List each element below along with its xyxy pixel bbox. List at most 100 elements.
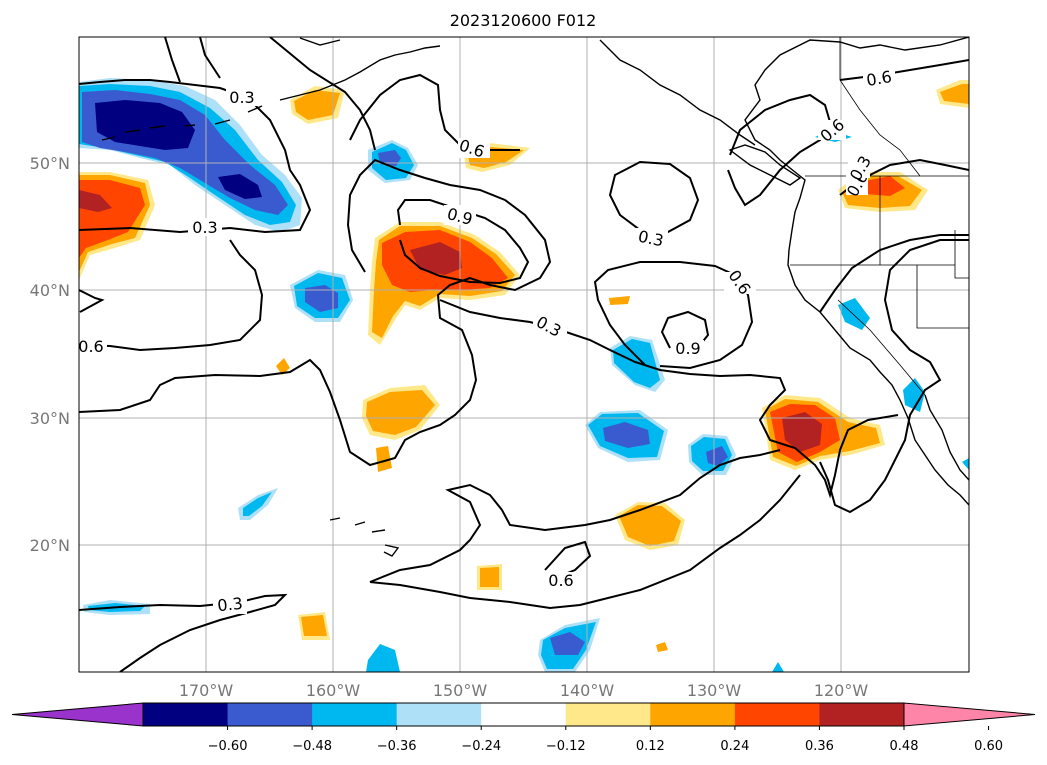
contour-0p6-arc [269, 37, 376, 151]
colorbar-tick-label: −0.12 [546, 739, 586, 754]
pos-region-26n-155w [376, 446, 392, 472]
baja-coast [924, 394, 969, 481]
pos-region-57n-112w-2 [940, 84, 969, 104]
contour-label: 0.6 [78, 337, 103, 356]
map-panel: 0.3 0.3 0.6 0.9 0.6 0.6 0.3 0.6 0.3 0.6 … [78, 37, 969, 672]
neg-region-edge [962, 458, 969, 470]
neg-region-14n-141w-3 [550, 632, 585, 655]
contour-label: 0.6 [548, 571, 573, 590]
lat-label: 40°N [30, 281, 70, 300]
contour-0p3-north [164, 37, 221, 83]
colorbar-segment [227, 703, 313, 726]
lat-label: 30°N [30, 409, 70, 428]
pos-region-west-edge-4 [79, 190, 112, 212]
political-borders [790, 37, 969, 396]
colorbar-tick-label: 0.36 [805, 739, 834, 754]
colorbar-segment [819, 703, 905, 726]
colorbar-tick-label: 0.48 [890, 739, 919, 754]
north-america-coast [744, 37, 969, 506]
colorbar-ticks: −0.60 −0.48 −0.36 −0.24 −0.12 0.12 0.24 0.36 0.4… [208, 726, 1003, 754]
colorbar-tick-label: 0.60 [974, 739, 1003, 754]
map-title: 2023120600 F012 [450, 11, 597, 30]
colorbar-segment [734, 703, 820, 726]
pos-region-34n-162w [276, 358, 290, 375]
pos-region-56n-158w-2 [294, 90, 340, 120]
colorbar-segment [650, 703, 736, 726]
map-frame [78, 36, 970, 673]
lon-label: 170°W [179, 681, 234, 700]
contour-label: 0.6 [865, 67, 893, 90]
pos-region-13n-160w-2 [301, 615, 327, 636]
colorbar-tick-label: −0.60 [208, 739, 248, 754]
lon-label: 120°W [814, 681, 869, 700]
contour-label: 0.9 [675, 339, 700, 358]
neg-region-gulf-alaska-4 [95, 100, 195, 150]
contour-0p3-right-coast [819, 234, 969, 313]
colorbar-segment [312, 703, 398, 726]
lon-label: 130°W [687, 681, 742, 700]
contour-0p3-northwest [79, 79, 312, 234]
aleutian-islands [101, 37, 341, 141]
contour-bottom-lower [369, 474, 801, 610]
contour-label: 0.3 [636, 227, 665, 251]
contour-0p6-right [593, 261, 754, 370]
contour-0p6-center [79, 158, 552, 467]
neg-region-32n-117w [903, 378, 925, 412]
neg-region-27n-130w-3 [706, 446, 728, 466]
pos-region-31n-155w-2 [366, 390, 435, 435]
colorbar-extend-min [11, 702, 144, 727]
hawaii-islands [329, 517, 400, 557]
lon-label: 160°W [306, 681, 361, 700]
colorbar-tick-label: −0.24 [461, 739, 501, 754]
colorbar-tick-label: −0.36 [377, 739, 417, 754]
lon-label: 150°W [433, 681, 488, 700]
pos-region-17n-148w-2 [480, 567, 499, 587]
contour-0p6-west [79, 239, 264, 352]
latitude-labels: 50°N 40°N 30°N 20°N [30, 154, 70, 555]
pos-region-39n-137w [609, 296, 630, 305]
pos-region-42n-152w-4 [410, 242, 462, 275]
contour-0p9 [396, 199, 530, 285]
colorbar-tick-label: −0.48 [292, 739, 332, 754]
alaska-coast-se [599, 39, 756, 146]
colorbar-segment [396, 703, 482, 726]
colorbar [11, 702, 1036, 727]
pos-region-48n-117w-3 [860, 176, 905, 196]
colorbar-segment [143, 703, 229, 726]
contour-bottom-small [544, 540, 592, 579]
lat-label: 50°N [30, 154, 70, 173]
contour-0p3-southwest [79, 593, 288, 672]
neg-region-22n-167w-2 [243, 492, 272, 516]
negative-anomalies [79, 78, 969, 672]
neg-region-bottom [772, 662, 784, 672]
pos-region-28n-124w-4 [782, 412, 822, 452]
contour-labels: 0.3 0.3 0.6 0.9 0.6 0.6 0.3 0.6 0.3 0.6 … [78, 67, 895, 616]
neg-region-gulf-alaska-5 [218, 174, 262, 199]
contour-label: 0.3 [229, 88, 254, 107]
neg-region-50n-155w-3 [378, 150, 401, 166]
contour-west-loop [79, 289, 105, 313]
neg-region-12n-155w [366, 644, 400, 672]
colorbar-segment [565, 703, 651, 726]
pos-region-21n-134w-2 [619, 505, 681, 546]
longitude-labels: 170°W 160°W 150°W 140°W 130°W 120°W [179, 681, 869, 700]
colorbar-frame [142, 702, 905, 727]
lon-label: 140°W [560, 681, 615, 700]
colorbar-extend-max [903, 702, 1036, 727]
contour-bottom-long [369, 449, 781, 583]
lat-label: 20°N [30, 536, 70, 555]
colorbar-tick-label: 0.24 [720, 739, 749, 754]
contour-0p3-loop-ne [608, 160, 700, 235]
neg-region-28n-138w-3 [603, 422, 650, 448]
contour-label: 0.3 [216, 594, 243, 616]
colorbar-tick-label: 0.12 [636, 739, 665, 754]
coastlines [101, 37, 969, 557]
colorbar-segment [481, 703, 567, 726]
pos-region-12n-134w [656, 642, 668, 652]
contour-0p6-far-right [819, 239, 969, 514]
positive-anomalies [79, 80, 969, 652]
neg-region-40n-162w-3 [305, 285, 338, 312]
contour-lines [79, 37, 969, 672]
vancouver-island [728, 144, 802, 186]
